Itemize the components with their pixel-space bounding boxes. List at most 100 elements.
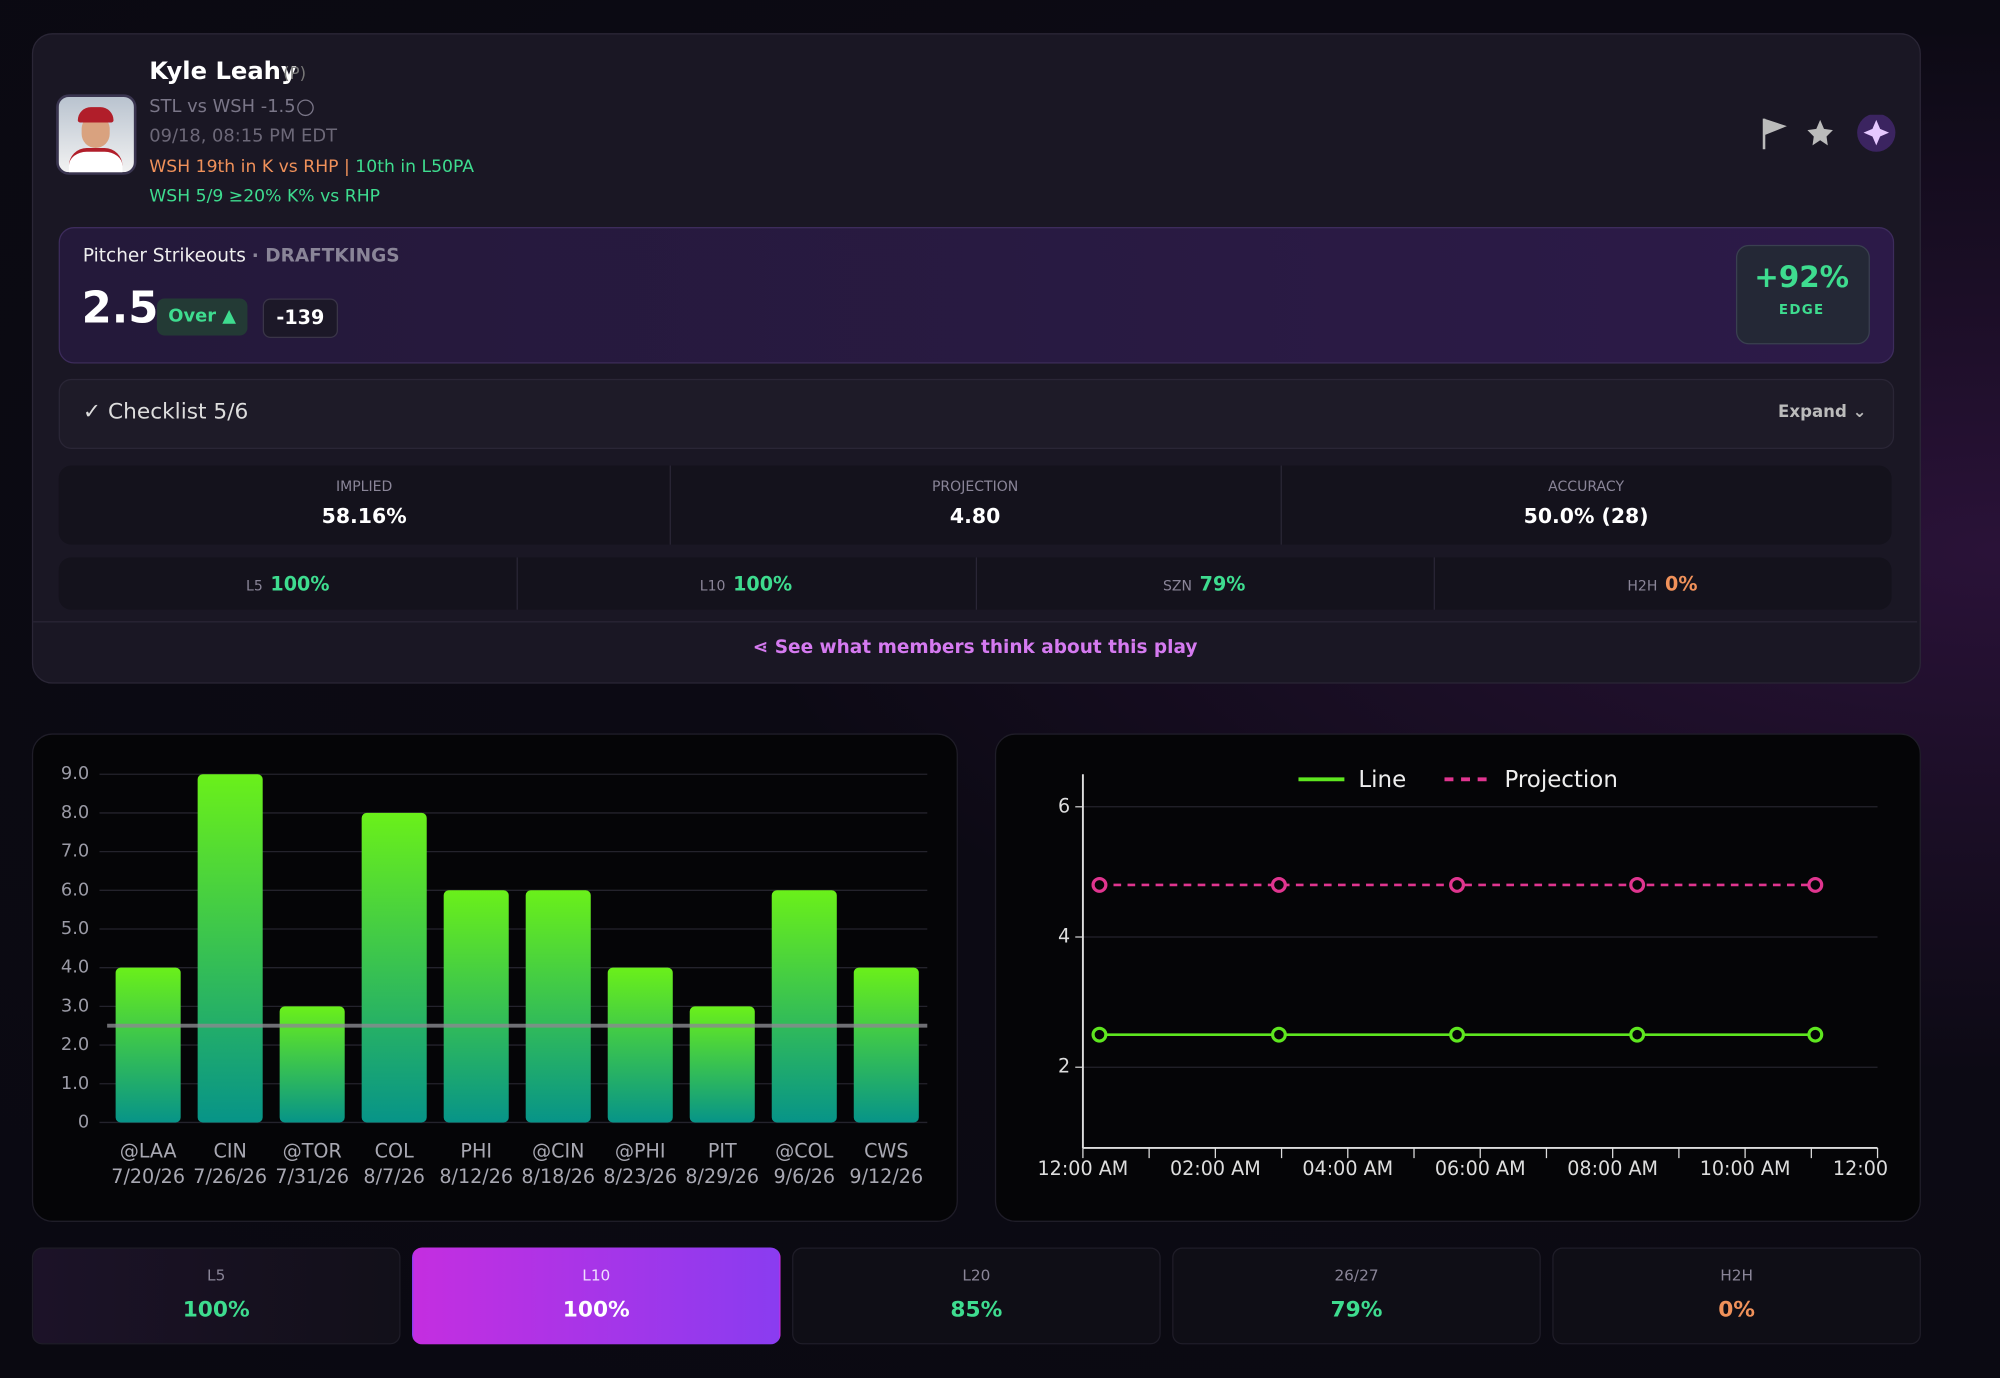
hit-label: H2H — [1627, 577, 1658, 595]
hit-value: 100% — [733, 572, 793, 596]
point — [1091, 876, 1108, 893]
tab-value: 79% — [1330, 1297, 1383, 1323]
x-tick-date: 8/29/26 — [685, 1165, 759, 1188]
hit-divider — [516, 557, 519, 610]
x-tick-date: 9/12/26 — [849, 1165, 923, 1188]
y-tick-label: 2 — [1058, 1055, 1070, 1078]
x-tick-label: PHI — [460, 1139, 492, 1162]
community-link[interactable]: ⋖ See what members think about this play — [752, 637, 1198, 659]
y-tick-label: 8.0 — [61, 802, 89, 823]
x-tick-label: COL — [375, 1139, 414, 1162]
hit-value: 100% — [270, 572, 330, 596]
flag-icon[interactable] — [1762, 118, 1787, 150]
expand-text: Expand — [1778, 403, 1847, 423]
divider — [33, 621, 1918, 623]
x-tick-label: @CIN — [532, 1139, 584, 1162]
x-tick-date: 7/26/26 — [193, 1165, 267, 1188]
tab-value: 85% — [950, 1297, 1003, 1323]
x-tick-date: 9/6/26 — [773, 1165, 835, 1188]
checklist-text: Checklist 5/6 — [107, 399, 249, 425]
x-tick-label: 04:00 AM — [1302, 1157, 1393, 1180]
x-tick-label: CIN — [214, 1139, 247, 1162]
point — [1449, 1026, 1466, 1043]
tab-label: 26/27 — [1334, 1266, 1379, 1285]
x-tick-label: CWS — [864, 1139, 908, 1162]
x-tick-date: 8/18/26 — [521, 1165, 595, 1188]
info-icon[interactable] — [297, 99, 314, 117]
x-tick-label: 10:00 AM — [1700, 1157, 1791, 1180]
community-text: See what members think about this play — [774, 637, 1198, 659]
hit-label: SZN — [1163, 577, 1193, 595]
tab[interactable]: H2H 0% — [1552, 1247, 1921, 1345]
x-tick-label: 12:00 PM — [1833, 1157, 1922, 1180]
x-tick-date: 8/23/26 — [603, 1165, 677, 1188]
y-tick-label: 6 — [1058, 794, 1070, 817]
point — [1091, 1026, 1108, 1043]
x-tick-label: @COL — [775, 1139, 834, 1162]
stat-value: 50.0% (28) — [1523, 503, 1649, 529]
stat-divider — [1280, 465, 1282, 545]
line-chart-card — [994, 733, 1921, 1222]
hit-value: 79% — [1199, 572, 1246, 596]
bar — [771, 890, 837, 1123]
stat-label: PROJECTION — [931, 478, 1019, 495]
matchup: STL vs WSH -1.5 — [149, 96, 296, 118]
bar — [443, 890, 509, 1123]
edge-label: EDGE — [1778, 302, 1825, 318]
tab[interactable]: L5 100% — [31, 1247, 401, 1345]
star-icon[interactable] — [1807, 119, 1833, 146]
x-tick-date: 7/20/26 — [111, 1165, 185, 1188]
y-tick-label: 3.0 — [61, 995, 89, 1016]
bar — [689, 1006, 755, 1123]
tab-label: L20 — [962, 1266, 991, 1285]
tab-value: 0% — [1718, 1297, 1756, 1323]
hit-divider — [975, 557, 977, 610]
stat-name: Pitcher Strikeouts — [82, 246, 246, 267]
tab[interactable]: L10 100% — [411, 1247, 781, 1345]
player-position: (P) — [283, 65, 307, 85]
checklist-label: ✓ Checklist 5/6 — [82, 399, 249, 425]
notes: WSH 19th in K vs RHP | 10th in L50PA — [149, 157, 474, 177]
x-tick-label: @LAA — [120, 1139, 177, 1162]
stat-label: IMPLIED — [335, 478, 393, 495]
x-tick-label: 06:00 AM — [1435, 1157, 1526, 1180]
point — [1807, 1026, 1824, 1043]
checklist[interactable] — [58, 378, 1895, 449]
line-chart: 2 4 6 12:00 AM 02:00 AM 04:00 AM 06:00 AM 08:00… — [1038, 767, 1922, 1180]
hit-label: L10 — [699, 577, 726, 595]
y-tick-label: 6.0 — [61, 879, 89, 900]
note: WSH 5/9 ≥20% K% vs RHP — [149, 186, 381, 207]
tab[interactable]: 26/27 79% — [1172, 1247, 1541, 1345]
x-tick-label: @PHI — [615, 1139, 666, 1162]
hit-rate: H2H 0% — [1433, 571, 1891, 596]
y-tick-label: 4 — [1058, 925, 1070, 948]
line: 2.5 — [81, 283, 159, 335]
expand[interactable]: Expand ⌄ — [1778, 403, 1867, 423]
tab-label: H2H — [1720, 1266, 1753, 1285]
point — [1270, 876, 1287, 893]
y-tick-label: 9.0 — [61, 763, 89, 784]
tab[interactable]: L20 85% — [792, 1247, 1161, 1345]
x-tick-date: 8/12/26 — [439, 1165, 513, 1188]
hit-rate-row: L5 100% L10 100% SZN 79% H2H 0% — [58, 557, 1892, 610]
datetime: 09/18, 08:15 PM EDT — [149, 126, 337, 147]
stat-label: ACCURACY — [1548, 478, 1625, 495]
hit-rate: SZN 79% — [975, 571, 1433, 596]
bar — [853, 967, 919, 1123]
tab-value: 100% — [182, 1297, 250, 1323]
player-name: Kyle Leahy — [149, 57, 297, 86]
side-badge: Over ▲ — [156, 298, 248, 336]
actions — [1762, 114, 1896, 152]
hit-rate: L10 100% — [517, 571, 975, 596]
avatar — [56, 94, 137, 175]
y-tick-label: 0 — [78, 1111, 89, 1132]
edge-box — [1735, 244, 1870, 345]
x-tick-date: 8/7/26 — [363, 1165, 425, 1188]
y-tick-label: 7.0 — [61, 841, 89, 862]
y-tick-label: 4.0 — [61, 957, 89, 978]
point — [1629, 876, 1646, 893]
hit-divider — [1433, 557, 1435, 610]
note: WSH 19th in K vs RHP | — [149, 156, 350, 178]
